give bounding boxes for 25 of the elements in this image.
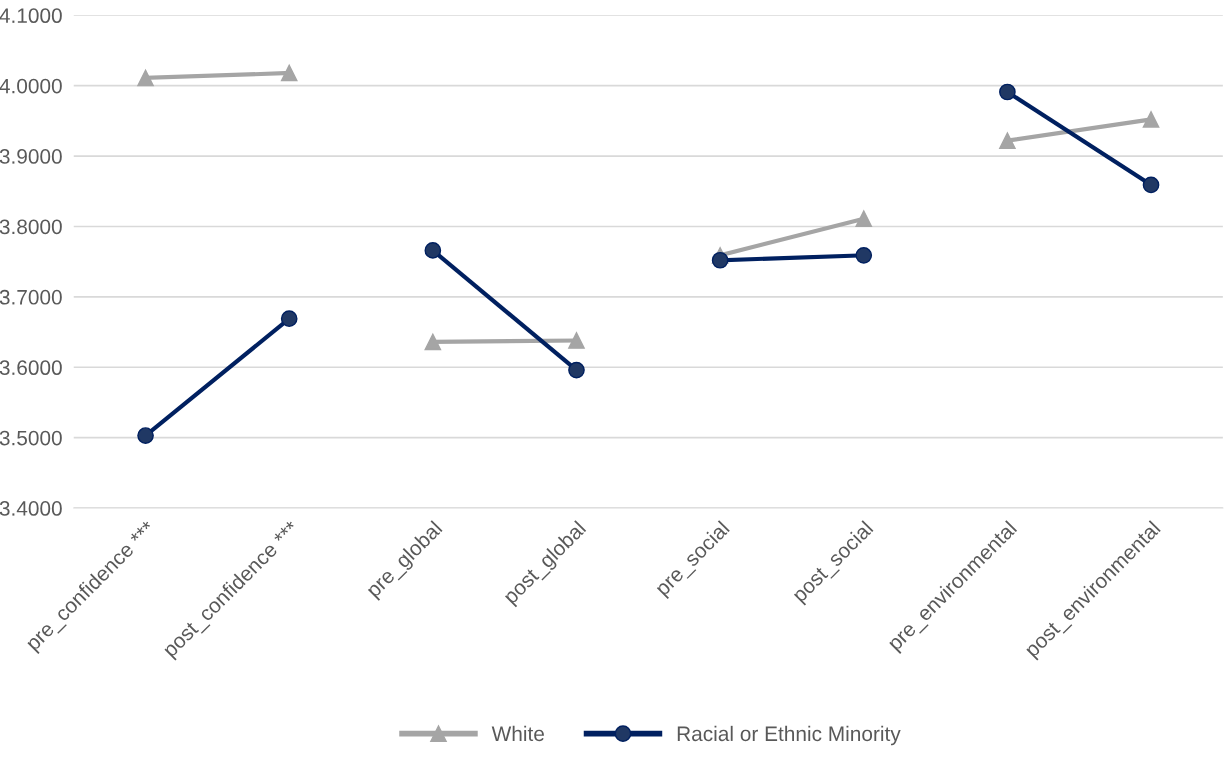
legend-label: Racial or Ethnic Minority [677,725,901,746]
point [1142,176,1160,194]
point [999,83,1016,101]
point [424,333,442,351]
y-tick-label: 3.8000 [0,219,62,235]
point [137,69,154,87]
legend-label: White [491,725,544,742]
point [855,247,873,264]
point [855,210,873,228]
y-tick-label: 3.4000 [0,501,62,516]
point [137,427,154,444]
point [568,332,585,349]
y-tick-label: 4.0000 [0,78,62,94]
point [999,132,1016,149]
y-tick-label: 3.9000 [0,149,62,164]
y-tick-label: 3.7000 [0,289,62,305]
point [711,251,729,269]
y-tick-label: 3.6000 [0,360,62,376]
point [280,64,298,82]
y-tick-label: 4.1000 [0,8,62,24]
point [424,242,442,259]
point [568,361,585,379]
y-tick-label: 3.5000 [0,430,62,446]
point [280,310,298,328]
point [1142,111,1160,128]
